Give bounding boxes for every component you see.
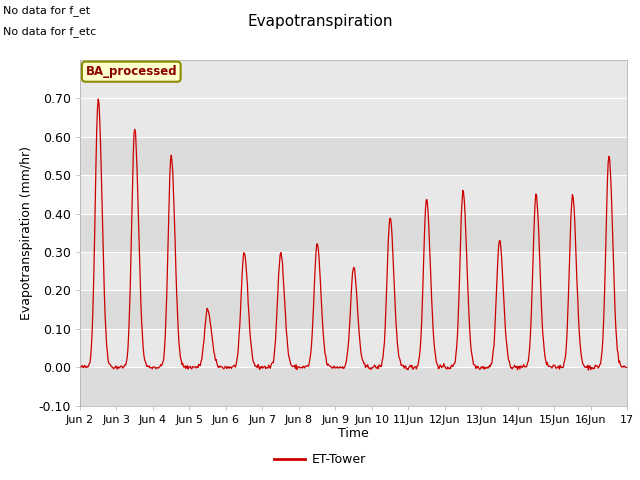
Bar <box>80 175 627 214</box>
Text: No data for f_et: No data for f_et <box>3 5 90 16</box>
Y-axis label: Evapotranspiration (mm/hr): Evapotranspiration (mm/hr) <box>20 146 33 320</box>
Bar <box>80 252 627 290</box>
Text: BA_processed: BA_processed <box>86 65 177 78</box>
Text: Evapotranspiration: Evapotranspiration <box>247 14 393 29</box>
Text: No data for f_etc: No data for f_etc <box>3 26 97 37</box>
Bar <box>80 137 627 175</box>
Bar <box>80 290 627 329</box>
X-axis label: Time: Time <box>338 427 369 441</box>
Bar <box>80 98 627 137</box>
Bar <box>80 214 627 252</box>
Legend: ET-Tower: ET-Tower <box>269 448 371 471</box>
Bar <box>80 329 627 367</box>
Bar <box>80 367 627 406</box>
